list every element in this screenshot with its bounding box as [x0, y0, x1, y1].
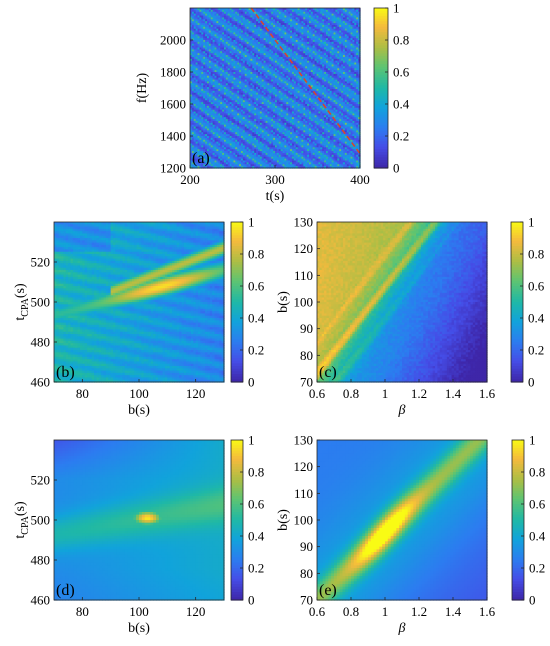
panel-a: 200 300 40012001400160018002000t(s)f(Hz)(a… — [135, 1, 410, 205]
heatmap — [190, 8, 361, 169]
